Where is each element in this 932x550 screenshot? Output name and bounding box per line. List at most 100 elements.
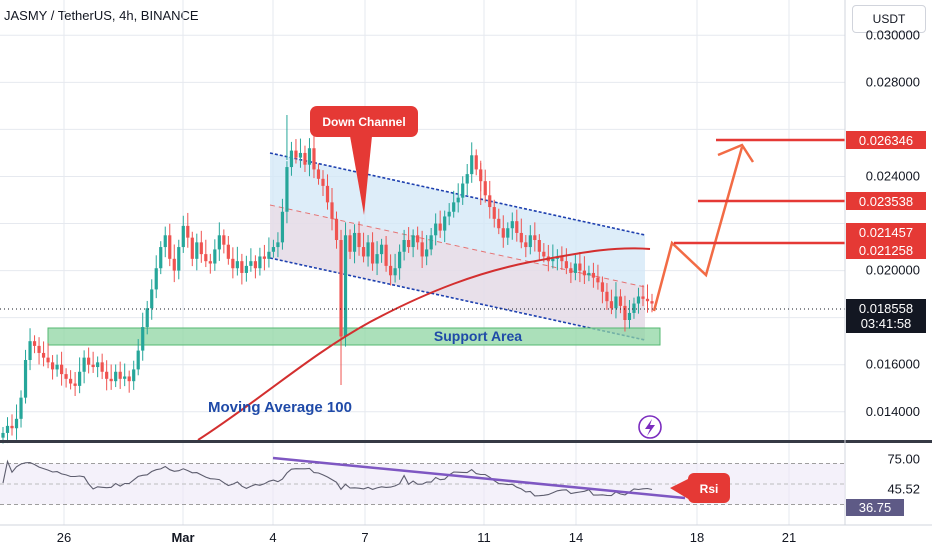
candle [123,363,127,387]
price-level-tag [846,192,926,210]
candle [294,139,298,164]
candle [217,222,221,261]
candle-body [28,341,32,360]
candle [262,244,267,271]
candle-body [145,308,149,328]
candle-body [285,167,289,212]
candle [5,417,10,444]
rsi-callout-box [688,473,730,503]
candle [497,208,501,235]
candle-body [645,298,650,302]
candle [537,234,541,261]
support-area-label: Support Area [434,328,522,344]
candle [321,170,325,196]
candle-body [551,258,555,262]
candle [181,215,185,253]
currency-button[interactable]: USDT [852,5,926,33]
candle-body [325,185,330,203]
candle [186,212,190,248]
moving-average-line [197,247,651,441]
candle-body [600,282,605,292]
candle-body [537,240,541,252]
candle-body [411,235,415,248]
candle-body [501,228,505,238]
candle-body [429,235,433,250]
lightning-icon [638,415,662,439]
candle-body [361,247,366,257]
candle-body [564,261,568,269]
price-axis-tick: 0.028000 [866,74,920,89]
candle-body [370,242,375,264]
candle-body [425,249,429,257]
candle [59,351,64,386]
candle-body [465,174,469,184]
candle [569,262,573,284]
candle [312,135,316,179]
candle [316,163,321,185]
candle-body [78,371,82,386]
candle [177,239,181,280]
price-axis-tick: 0.016000 [866,357,920,372]
candle [632,297,636,319]
candle-body [46,357,50,363]
candle [145,300,149,335]
candle-body [276,242,280,248]
candle [470,142,474,183]
candle [343,222,348,347]
candle-body [307,148,312,165]
price-axis-tick: 0.020000 [866,263,920,278]
candle [573,254,577,281]
candle-body [528,235,532,248]
candle-body [172,258,176,271]
candle-body [10,425,14,429]
candle-body [303,152,307,165]
candle-body [14,418,19,429]
candle-body [181,225,185,248]
candle [132,360,136,390]
candle [289,141,294,176]
candle [96,356,100,378]
candle [465,164,469,196]
candle [447,203,451,226]
candle-body [578,263,582,271]
countdown-label: 03:41:58 [861,316,912,331]
candle [64,368,68,388]
candle [325,174,330,210]
candle [519,218,523,249]
projection-arrow-path [652,146,744,312]
candle [420,230,424,268]
time-axis-tick: 21 [782,530,796,545]
candle-body [132,369,136,382]
candle-body [186,225,190,238]
candle [195,233,199,271]
candle-body [627,312,632,320]
candle [46,343,50,369]
candle [105,360,109,391]
candle [515,209,519,242]
candle [258,247,262,276]
candle [582,256,586,284]
price-level-label: 0.026346 [859,133,913,148]
candle-body [87,357,91,365]
candle-body [226,244,230,259]
candle-body [398,251,402,269]
candle [605,283,609,310]
candle [154,255,158,299]
price-axis-tick: 0.030000 [866,27,920,42]
candle [32,335,37,354]
rsi-divergence-line [272,456,686,500]
candle [393,253,397,283]
candle-body [497,218,501,229]
candle-body [447,211,451,217]
candle-body [348,235,352,252]
candle [55,354,59,377]
down-channel-label: Down Channel [322,115,405,129]
candle-body [321,178,325,186]
candle [73,372,77,396]
candle-body [375,254,379,264]
candle [492,199,496,228]
candle [244,255,248,282]
candle-body [23,360,28,398]
candle [330,188,334,231]
candle-body [438,223,442,231]
